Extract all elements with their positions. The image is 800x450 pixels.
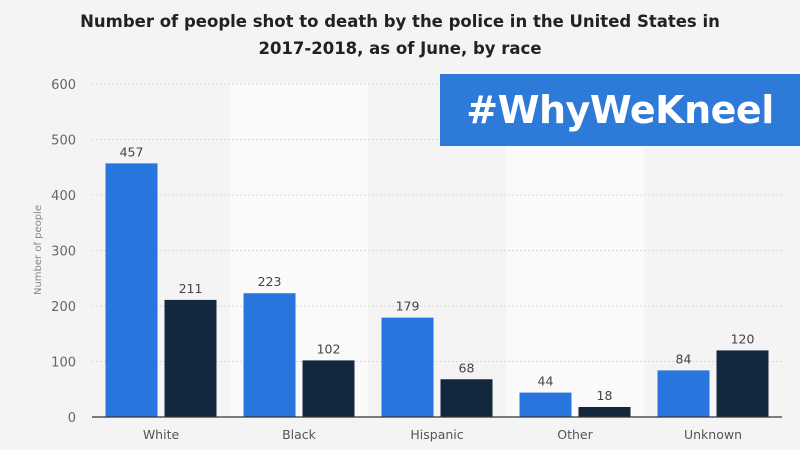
- data-label: 84: [676, 351, 692, 366]
- bar: [440, 379, 493, 417]
- y-tick-label: 400: [51, 189, 76, 204]
- y-tick-label: 0: [68, 411, 76, 426]
- y-tick-label: 500: [51, 134, 76, 149]
- bar: [716, 350, 769, 417]
- data-label: 18: [597, 388, 613, 403]
- bar: [164, 299, 217, 417]
- bar: [243, 293, 296, 417]
- bar: [381, 317, 434, 417]
- x-tick-label: Black: [282, 427, 317, 442]
- x-tick-label: Other: [557, 427, 593, 442]
- bar: [578, 407, 631, 417]
- bar: [519, 392, 572, 417]
- data-label: 223: [258, 274, 282, 289]
- data-label: 120: [731, 331, 755, 346]
- data-label: 68: [459, 360, 475, 375]
- chart-title: Number of people shot to death by the po…: [0, 8, 800, 62]
- data-label: 102: [317, 341, 341, 356]
- data-label: 457: [120, 144, 144, 159]
- hashtag-banner: #WhyWeKneel: [440, 74, 800, 146]
- y-tick-label: 300: [51, 245, 76, 260]
- bar: [302, 360, 355, 417]
- y-tick-label: 100: [51, 356, 76, 371]
- chart-title-line-2: 2017-2018, as of June, by race: [258, 39, 542, 58]
- x-tick-label: White: [143, 427, 180, 442]
- data-label: 211: [179, 281, 203, 296]
- data-label: 44: [538, 374, 554, 389]
- x-tick-label: Hispanic: [410, 427, 463, 442]
- y-tick-label: 600: [51, 78, 76, 93]
- chart-title-line-1: Number of people shot to death by the po…: [80, 12, 720, 31]
- y-axis-label: Number of people: [33, 205, 44, 295]
- bar: [657, 370, 710, 417]
- x-tick-label: Unknown: [684, 427, 742, 442]
- data-label: 179: [396, 299, 420, 314]
- y-tick-label: 200: [51, 300, 76, 315]
- bar: [105, 163, 158, 417]
